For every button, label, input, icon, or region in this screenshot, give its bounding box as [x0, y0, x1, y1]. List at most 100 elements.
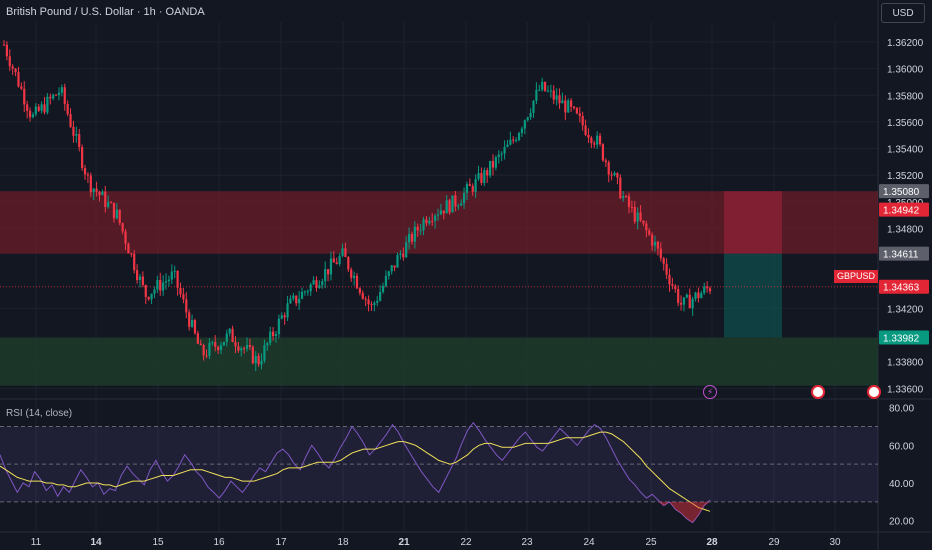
- candle-body[interactable]: [703, 286, 706, 294]
- candle-body[interactable]: [532, 100, 535, 114]
- candle-body[interactable]: [601, 144, 605, 161]
- candle-body[interactable]: [353, 275, 356, 278]
- candle-body[interactable]: [182, 294, 185, 300]
- candle-body[interactable]: [193, 320, 197, 334]
- candle-body[interactable]: [578, 113, 581, 117]
- currency-button[interactable]: USD: [881, 3, 925, 23]
- candle-body[interactable]: [674, 286, 677, 290]
- candle-body[interactable]: [271, 331, 275, 337]
- candle-body[interactable]: [627, 196, 631, 207]
- candle-body[interactable]: [431, 220, 434, 222]
- candle-body[interactable]: [312, 280, 315, 285]
- candle-body[interactable]: [162, 282, 165, 291]
- candle-body[interactable]: [465, 184, 469, 194]
- candle-body[interactable]: [651, 234, 654, 246]
- candle-body[interactable]: [118, 209, 121, 224]
- candle-body[interactable]: [341, 248, 344, 257]
- candle-body[interactable]: [286, 303, 289, 318]
- candle-body[interactable]: [543, 81, 547, 91]
- candle-body[interactable]: [60, 87, 63, 93]
- candle-body[interactable]: [439, 210, 443, 215]
- candle-body[interactable]: [188, 312, 191, 327]
- candle-body[interactable]: [199, 343, 202, 346]
- candle-body[interactable]: [101, 191, 104, 196]
- candle-body[interactable]: [208, 343, 211, 356]
- candle-body[interactable]: [387, 271, 390, 276]
- candle-body[interactable]: [373, 302, 376, 306]
- candle-body[interactable]: [358, 288, 361, 293]
- candle-body[interactable]: [590, 137, 593, 144]
- candle-body[interactable]: [483, 170, 486, 183]
- candle-body[interactable]: [639, 212, 642, 221]
- candle-body[interactable]: [263, 345, 266, 361]
- candle-body[interactable]: [153, 289, 156, 294]
- candle-body[interactable]: [107, 202, 110, 207]
- candle-body[interactable]: [8, 56, 11, 67]
- candle-body[interactable]: [457, 205, 460, 207]
- candle-body[interactable]: [390, 265, 393, 272]
- candle-body[interactable]: [538, 89, 541, 91]
- candle-body[interactable]: [410, 233, 414, 242]
- candle-body[interactable]: [57, 92, 61, 96]
- candle-body[interactable]: [248, 345, 252, 347]
- candle-body[interactable]: [512, 139, 515, 141]
- candle-body[interactable]: [572, 106, 576, 109]
- candle-body[interactable]: [54, 94, 58, 96]
- candle-body[interactable]: [130, 253, 133, 255]
- candle-body[interactable]: [506, 144, 509, 148]
- candle-body[interactable]: [324, 269, 327, 282]
- candle-body[interactable]: [535, 89, 538, 101]
- candle-body[interactable]: [616, 173, 619, 178]
- candle-body[interactable]: [20, 86, 23, 89]
- candle-body[interactable]: [63, 87, 66, 104]
- candle-body[interactable]: [89, 175, 92, 193]
- candle-body[interactable]: [274, 334, 278, 337]
- candle-body[interactable]: [642, 220, 645, 224]
- candle-body[interactable]: [26, 104, 29, 111]
- candle-body[interactable]: [266, 343, 269, 346]
- candle-body[interactable]: [488, 160, 492, 176]
- candle-body[interactable]: [104, 191, 107, 207]
- candle-body[interactable]: [697, 292, 700, 299]
- candle-body[interactable]: [11, 66, 14, 69]
- candle-body[interactable]: [214, 342, 217, 347]
- candle-body[interactable]: [376, 300, 379, 303]
- candle-body[interactable]: [225, 333, 228, 343]
- candle-body[interactable]: [659, 248, 662, 259]
- candle-body[interactable]: [46, 96, 49, 113]
- candle-body[interactable]: [604, 160, 607, 163]
- candle-body[interactable]: [115, 209, 118, 219]
- candle-body[interactable]: [497, 154, 500, 158]
- candle-body[interactable]: [298, 298, 301, 304]
- candle-body[interactable]: [176, 270, 179, 288]
- candle-body[interactable]: [596, 135, 599, 145]
- candle-body[interactable]: [318, 285, 321, 289]
- candle-body[interactable]: [633, 206, 636, 222]
- candle-body[interactable]: [561, 100, 564, 104]
- candle-body[interactable]: [679, 302, 683, 305]
- candle-body[interactable]: [303, 291, 307, 293]
- candle-body[interactable]: [422, 219, 425, 231]
- candle-body[interactable]: [23, 88, 26, 105]
- candle-body[interactable]: [486, 170, 489, 176]
- candle-body[interactable]: [529, 113, 532, 118]
- candle-body[interactable]: [477, 172, 480, 180]
- candle-body[interactable]: [240, 348, 243, 351]
- candle-body[interactable]: [607, 162, 610, 175]
- candle-body[interactable]: [480, 172, 483, 183]
- candle-body[interactable]: [706, 286, 709, 289]
- candle-body[interactable]: [567, 100, 570, 113]
- candle-body[interactable]: [127, 243, 130, 254]
- candle-body[interactable]: [260, 360, 263, 365]
- candle-body[interactable]: [517, 133, 521, 141]
- candle-body[interactable]: [205, 355, 208, 357]
- candle-body[interactable]: [393, 265, 396, 268]
- candle-body[interactable]: [78, 134, 81, 148]
- candle-body[interactable]: [211, 342, 214, 344]
- candle-body[interactable]: [630, 206, 633, 208]
- candle-body[interactable]: [28, 110, 32, 118]
- candle-body[interactable]: [245, 345, 249, 349]
- candle-body[interactable]: [381, 285, 385, 293]
- candle-body[interactable]: [231, 328, 234, 342]
- candle-body[interactable]: [700, 293, 703, 299]
